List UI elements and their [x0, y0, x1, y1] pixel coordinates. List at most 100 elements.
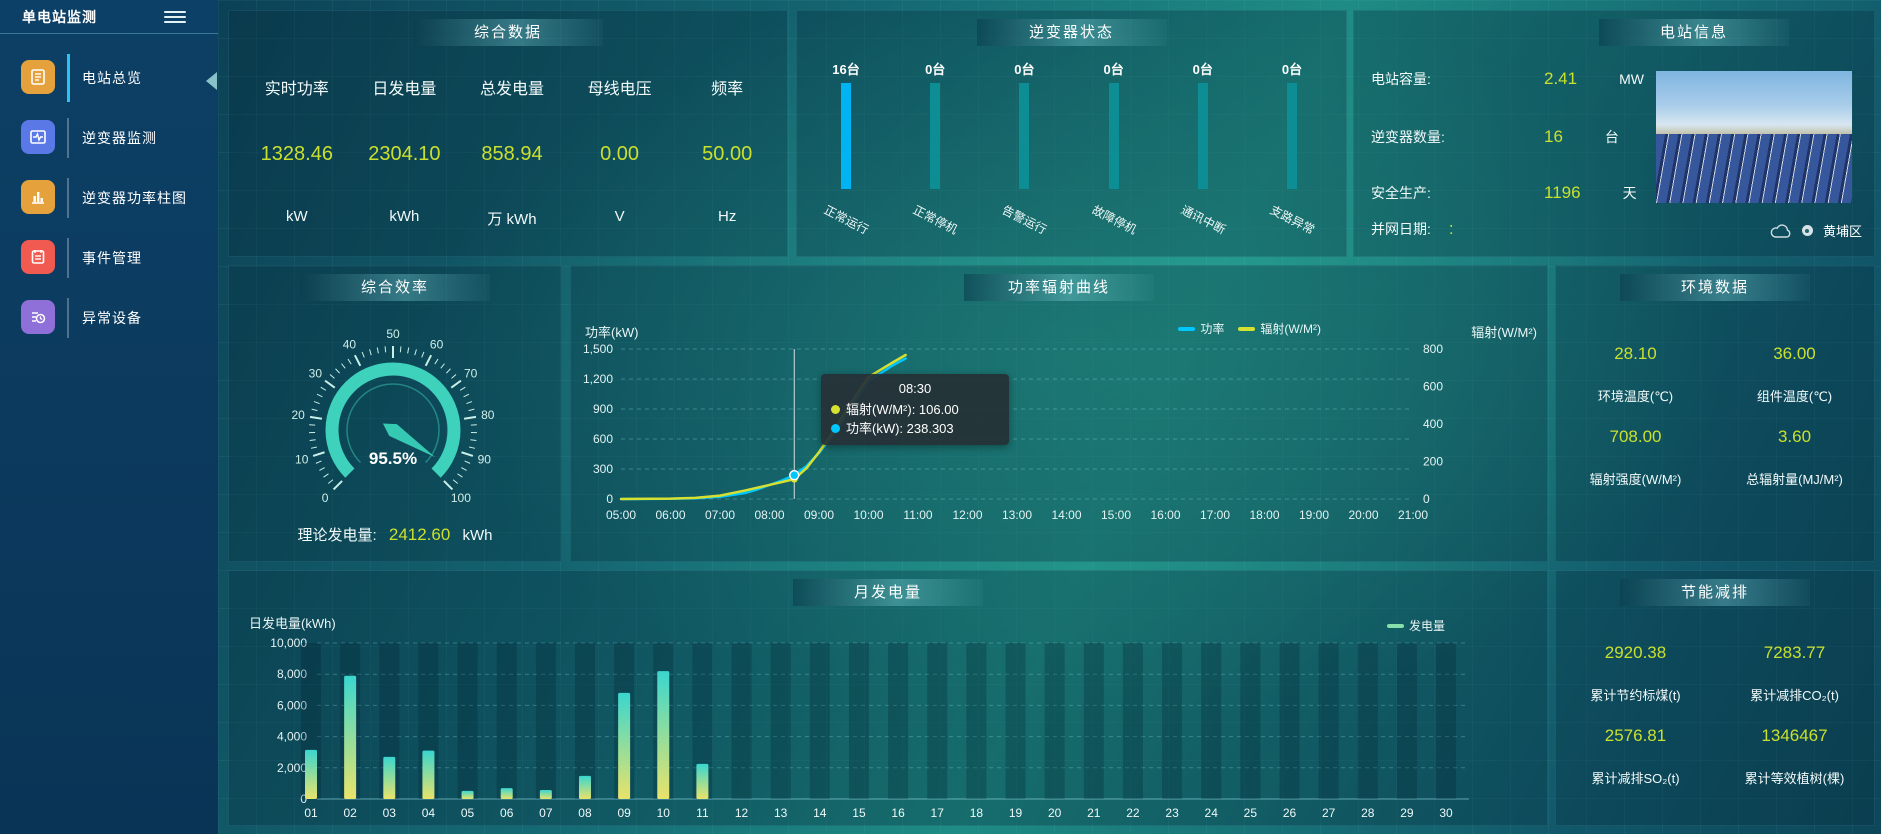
- chart-tooltip: 08:30 辐射(W/M²): 106.00 功率(kW): 238.303: [821, 374, 1009, 445]
- stat-value: 708.00: [1609, 427, 1662, 446]
- stat-value: 2576.81: [1604, 726, 1667, 745]
- svg-text:08:00: 08:00: [754, 508, 784, 522]
- svg-text:10: 10: [657, 806, 671, 820]
- tooltip-time: 08:30: [898, 381, 932, 396]
- svg-text:08: 08: [578, 806, 592, 820]
- inverter-bar: [1108, 83, 1119, 189]
- sidebar: 单电站监测 电站总览 逆变器监测 逆变器功率柱图事件管理异常设备: [0, 0, 218, 834]
- power-radiation-chart: 0 300 600 900 1,200 1,500 0 200 400 600 800 05:00 06…: [583, 342, 1443, 522]
- panel-summary: 综合数据 实时功率 1328.46 kW 日发电量 2304.10 kWh 总发电量 858.…: [228, 10, 788, 257]
- inverter-state-label: 正常停机: [910, 202, 961, 238]
- svg-text:0: 0: [1423, 492, 1430, 506]
- sidebar-item-2[interactable]: 逆变器功率柱图: [0, 168, 218, 228]
- station-row-value: 2.41: [1544, 69, 1578, 88]
- svg-text:80: 80: [481, 408, 495, 422]
- legend-item[interactable]: 功率: [1178, 320, 1224, 337]
- sidebar-header: 单电站监测: [0, 0, 218, 34]
- hamburger-menu-icon[interactable]: [164, 8, 186, 24]
- sidebar-item-1[interactable]: 逆变器监测: [0, 108, 218, 168]
- panel-efficiency: 综合效率 0 10 20 30 40 50 60 70 80 90 100 95.5% 理论发电量: …: [228, 265, 562, 562]
- svg-text:09: 09: [617, 806, 631, 820]
- panel-monthly: 月发电量 0 2,000 4,000 6,000 8,000 10,000 01 02 03 04…: [228, 570, 1548, 826]
- app-title: 单电站监测: [22, 9, 97, 25]
- legend-item[interactable]: 辐射(W/M²): [1238, 320, 1321, 337]
- sidebar-item-0[interactable]: 电站总览: [0, 48, 218, 108]
- stat-value: 3.60: [1777, 427, 1812, 446]
- summary-metric: 母线电压 0.00 V: [566, 63, 674, 246]
- abnormal-device-icon: [21, 300, 55, 334]
- panel-saving: 节能减排 2920.38 累计节约标煤(t) 7283.77 累计减排CO₂(t) 25…: [1555, 570, 1875, 826]
- svg-text:10,000: 10,000: [270, 636, 307, 650]
- svg-text:10: 10: [295, 453, 309, 467]
- legend-marker: [1387, 623, 1404, 628]
- metric-label: 母线电压: [587, 81, 652, 98]
- legend-marker: [1238, 326, 1256, 331]
- svg-text:20: 20: [292, 408, 306, 422]
- station-row-unit: 天: [1622, 185, 1637, 201]
- svg-text:11:00: 11:00: [903, 508, 932, 522]
- efficiency-gauge: 0 10 20 30 40 50 60 70 80 90 100 95.5%: [292, 327, 495, 505]
- stat-cell: 2576.81 累计减排SO₂(t): [1556, 726, 1715, 787]
- stat-value: 1346467: [1761, 726, 1828, 745]
- left-axis-name: 功率(kW): [585, 325, 639, 340]
- stat-label: 辐射强度(W/M²): [1589, 472, 1682, 487]
- svg-text:26: 26: [1283, 806, 1297, 820]
- svg-text:20:00: 20:00: [1348, 508, 1378, 522]
- svg-text:800: 800: [1423, 342, 1443, 356]
- stat-label: 总辐射量(MJ/M²): [1746, 472, 1843, 487]
- svg-text:04: 04: [422, 806, 436, 820]
- svg-text:18: 18: [970, 806, 984, 820]
- tooltip-row: 辐射(W/M²): 106.00: [831, 400, 999, 419]
- legend-item-generation[interactable]: 发电量: [1387, 617, 1445, 634]
- inverter-status-item: 0台 告警运行: [979, 59, 1069, 249]
- station-row: 并网日期::: [1371, 219, 1454, 239]
- stat-value: 7283.77: [1763, 643, 1826, 662]
- svg-text:4,000: 4,000: [277, 730, 307, 744]
- inverter-status-item: 16台 正常运行: [801, 59, 891, 249]
- panel-environment-title: 环境数据: [1620, 274, 1810, 301]
- svg-text:13: 13: [774, 806, 788, 820]
- svg-text:12: 12: [735, 806, 749, 820]
- panel-summary-title: 综合数据: [413, 19, 603, 46]
- station-row-value: 16: [1544, 127, 1563, 146]
- svg-text:0: 0: [606, 492, 613, 506]
- inverter-count: 16台: [832, 62, 860, 77]
- series-dot-icon: [831, 405, 840, 414]
- right-axis-name: 辐射(W/M²): [1471, 325, 1537, 340]
- metric-value: 2304.10: [368, 143, 441, 165]
- svg-text:07: 07: [539, 806, 553, 820]
- svg-text:6,000: 6,000: [277, 698, 307, 712]
- inverter-count: 0台: [1192, 62, 1213, 77]
- inverter-state-label: 通讯中断: [1178, 202, 1228, 238]
- metric-unit: kWh: [389, 208, 420, 225]
- svg-text:06:00: 06:00: [655, 508, 685, 522]
- sidebar-item-3[interactable]: 事件管理: [0, 228, 218, 288]
- tooltip-row: 功率(kW): 238.303: [831, 419, 999, 438]
- sidebar-item-4[interactable]: 异常设备: [0, 288, 218, 348]
- inverter-bar: [930, 83, 941, 189]
- collapse-arrow-icon[interactable]: [206, 72, 217, 90]
- sidebar-item-label: 事件管理: [82, 250, 142, 266]
- station-footer: 黄埔区: [1770, 221, 1862, 240]
- svg-text:100: 100: [451, 491, 471, 505]
- theory-unit: kWh: [462, 527, 493, 544]
- svg-text:8,000: 8,000: [277, 667, 307, 681]
- metric-label: 频率: [711, 81, 744, 98]
- svg-text:09:00: 09:00: [804, 508, 834, 522]
- svg-text:60: 60: [430, 337, 444, 351]
- inverter-state-label: 支路异常: [1267, 202, 1317, 238]
- station-row-value: :: [1448, 219, 1454, 238]
- metric-label: 日发电量: [372, 81, 437, 98]
- metric-value: 858.94: [481, 143, 543, 165]
- svg-text:11: 11: [696, 806, 709, 820]
- inverter-count: 0台: [1014, 62, 1035, 77]
- menu-divider: [67, 238, 69, 278]
- inverter-status-item: 0台 支路异常: [1247, 59, 1337, 249]
- svg-text:30: 30: [309, 367, 323, 381]
- svg-text:12:00: 12:00: [952, 508, 982, 522]
- metric-unit: V: [614, 208, 625, 225]
- stat-label: 累计节约标煤(t): [1590, 688, 1681, 703]
- menu-divider: [67, 178, 69, 218]
- panel-saving-title: 节能减排: [1620, 579, 1810, 606]
